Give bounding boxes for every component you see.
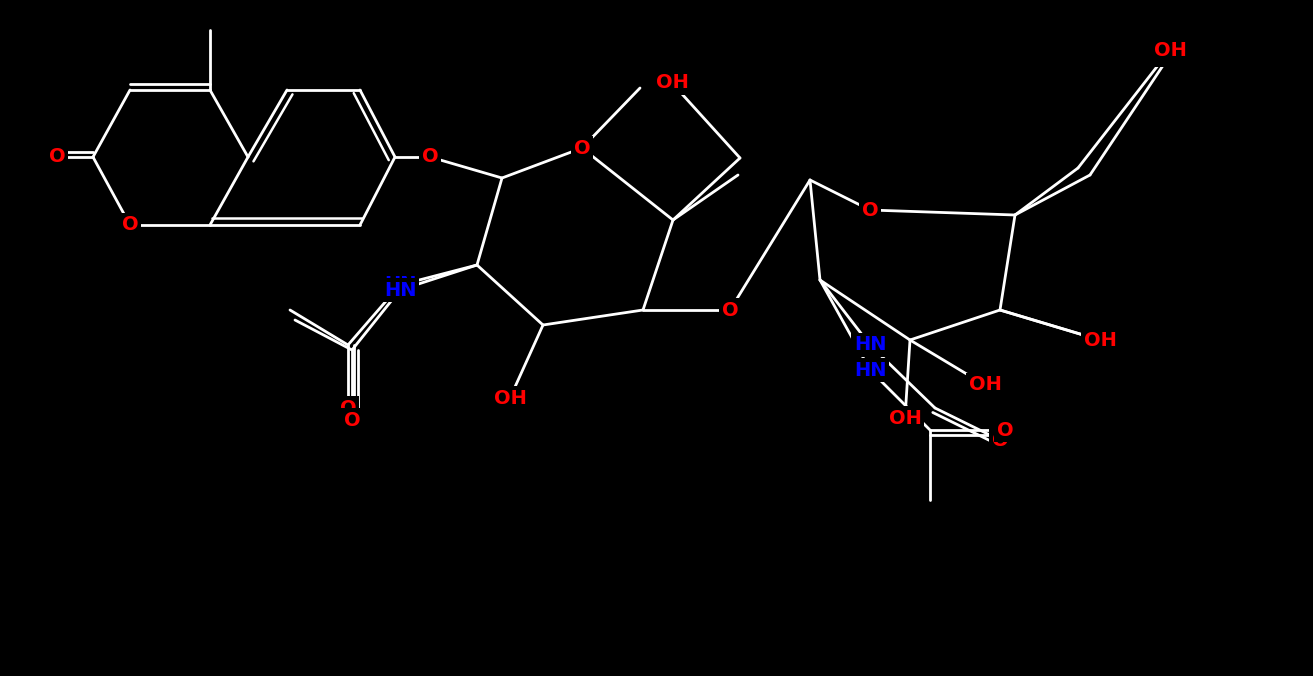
Text: O: O bbox=[861, 201, 878, 220]
Text: OH: OH bbox=[494, 389, 527, 408]
Text: OH: OH bbox=[969, 375, 1002, 395]
Text: OH: OH bbox=[1154, 45, 1187, 64]
Text: HN: HN bbox=[853, 360, 886, 379]
Text: OH: OH bbox=[1083, 331, 1116, 349]
Text: OH: OH bbox=[1083, 331, 1116, 349]
Text: O: O bbox=[344, 410, 360, 429]
Text: HN: HN bbox=[383, 276, 416, 295]
Text: O: O bbox=[421, 147, 439, 166]
Text: OH: OH bbox=[889, 408, 922, 427]
Text: O: O bbox=[574, 139, 591, 158]
Text: OH: OH bbox=[655, 74, 688, 93]
Text: OH: OH bbox=[1154, 41, 1187, 59]
Text: O: O bbox=[49, 147, 66, 166]
Text: O: O bbox=[340, 398, 356, 418]
Text: O: O bbox=[722, 301, 738, 320]
Text: O: O bbox=[991, 431, 1008, 450]
Text: HN: HN bbox=[383, 281, 416, 299]
Text: O: O bbox=[997, 420, 1014, 439]
Text: HN: HN bbox=[853, 335, 886, 354]
Text: O: O bbox=[122, 216, 138, 235]
